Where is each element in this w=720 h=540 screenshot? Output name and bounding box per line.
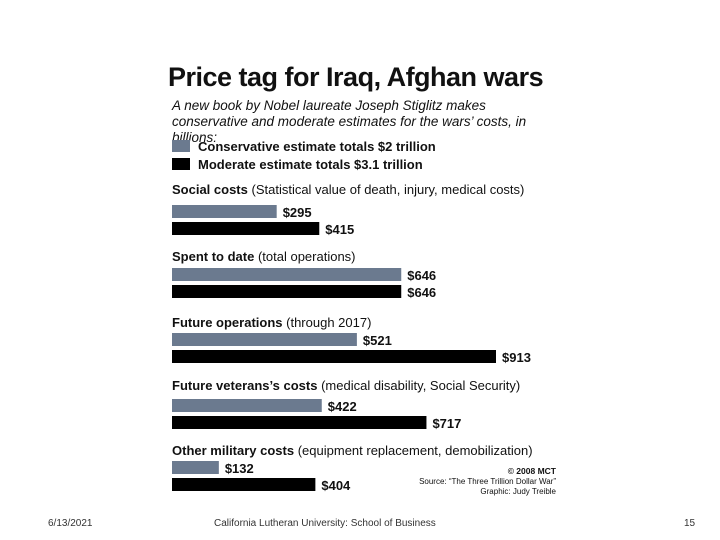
value-label-spent-to-date-moderate: $646 (407, 285, 436, 300)
chart-subtitle: A new book by Nobel laureate Joseph Stig… (172, 98, 527, 145)
value-label-future-operations-conservative: $521 (363, 333, 392, 348)
value-label-social-costs-conservative: $295 (283, 205, 312, 220)
credit-graphic: Graphic: Judy Treible (480, 487, 556, 496)
category-label-future-veterans-costs: Future veterans’s costs (medical disabil… (172, 378, 521, 393)
legend-moderate: Moderate estimate totals $3.1 trillion (172, 156, 423, 172)
bar-other-military-costs-conservative (172, 461, 219, 474)
bar-spent-to-date-conservative (172, 268, 402, 281)
bar-spent-to-date-moderate (172, 285, 402, 298)
credit-source: Source: “The Three Trillion Dollar War” (419, 477, 556, 486)
bar-social-costs-moderate (172, 222, 320, 235)
value-label-other-military-costs-moderate: $404 (321, 478, 351, 493)
footer-date: 6/13/2021 (48, 518, 93, 529)
bar-future-veterans-costs-conservative (172, 399, 322, 412)
legend-label-moderate: Moderate estimate totals $3.1 trillion (198, 156, 423, 172)
bar-future-operations-moderate (172, 350, 496, 363)
bar-future-operations-conservative (172, 333, 357, 346)
value-label-other-military-costs-conservative: $132 (225, 461, 254, 476)
value-label-social-costs-moderate: $415 (325, 222, 354, 237)
value-label-future-veterans-costs-moderate: $717 (432, 416, 461, 431)
value-label-spent-to-date-conservative: $646 (407, 268, 436, 283)
category-label-spent-to-date: Spent to date (total operations) (172, 249, 356, 264)
credit-copyright: © 2008 MCT (507, 466, 556, 476)
bar-social-costs-conservative (172, 205, 277, 218)
category-label-social-costs: Social costs (Statistical value of death… (172, 182, 525, 197)
value-label-future-veterans-costs-conservative: $422 (328, 399, 357, 414)
footer-page-number: 15 (684, 518, 696, 529)
legend-swatch-moderate (172, 158, 190, 170)
legend-swatch-conservative (172, 140, 190, 152)
category-label-other-military-costs: Other military costs (equipment replacem… (172, 443, 533, 458)
footer-org: California Lutheran University: School o… (214, 518, 436, 529)
value-label-future-operations-moderate: $913 (502, 350, 531, 365)
legend-conservative: Conservative estimate totals $2 trillion (172, 138, 436, 154)
bar-other-military-costs-moderate (172, 478, 316, 491)
bar-future-veterans-costs-moderate (172, 416, 427, 429)
chart-title: Price tag for Iraq, Afghan wars (168, 62, 544, 92)
category-label-future-operations: Future operations (through 2017) (172, 315, 372, 330)
legend-label-conservative: Conservative estimate totals $2 trillion (198, 138, 436, 154)
